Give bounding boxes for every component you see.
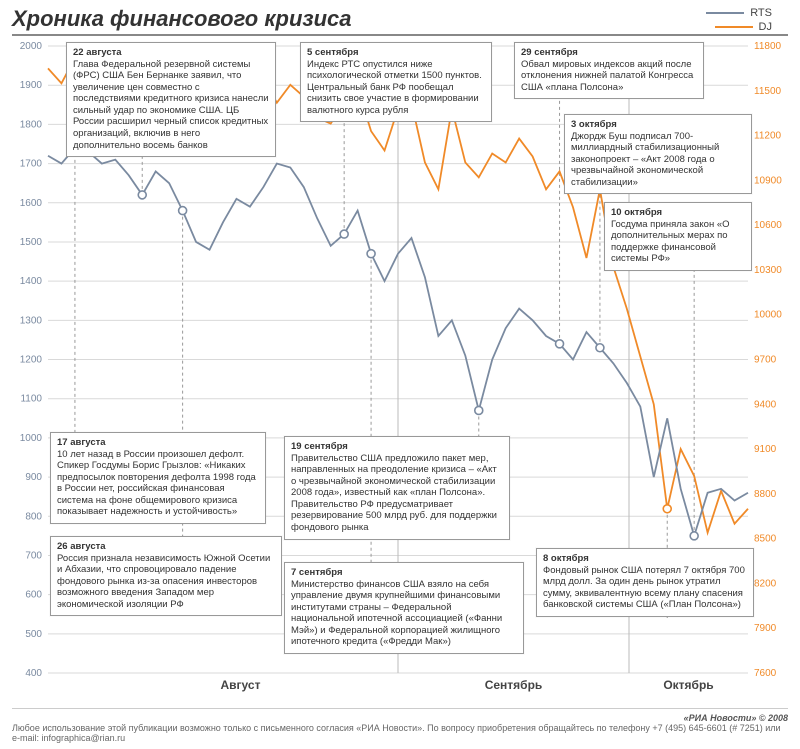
svg-text:1100: 1100 (20, 394, 42, 405)
legend-item: RTS (706, 6, 772, 20)
callout-s2: 7 сентябряМинистерство финансов США взял… (284, 562, 524, 654)
svg-text:8500: 8500 (754, 534, 777, 545)
callout-text: Министерство финансов США взяло на себя … (291, 579, 502, 648)
callout-o2: 8 октябряФондовый рынок США потерял 7 ок… (536, 548, 754, 617)
footer-line: Любое использование этой публикации возм… (12, 723, 788, 743)
svg-text:Август: Август (221, 678, 261, 692)
callout-text: Индекс РТС опустился ниже психологическо… (307, 59, 482, 116)
callout-date: 17 августа (57, 437, 106, 448)
svg-text:11800: 11800 (754, 42, 782, 52)
svg-text:Октябрь: Октябрь (663, 678, 713, 692)
svg-text:800: 800 (25, 511, 42, 522)
chart-area: 400 500 600 700 800 900 1000 1100 1200 1300 1400 15… (12, 42, 788, 695)
svg-text:1700: 1700 (20, 159, 43, 170)
callout-date: 10 октября (611, 207, 662, 218)
legend-label: RTS (750, 7, 772, 19)
svg-text:1200: 1200 (20, 355, 43, 366)
svg-text:1800: 1800 (20, 119, 43, 130)
callout-s4: 29 сентябряОбвал мировых индексов акций … (514, 42, 704, 99)
svg-text:10600: 10600 (754, 220, 782, 231)
svg-text:2000: 2000 (20, 42, 43, 52)
svg-text:10900: 10900 (754, 175, 782, 186)
svg-text:700: 700 (25, 550, 42, 561)
svg-text:7600: 7600 (754, 668, 777, 679)
legend-item: DJ (706, 20, 772, 34)
callout-text: 10 лет назад в России произошел дефолт. … (57, 449, 256, 518)
svg-text:8200: 8200 (754, 578, 777, 589)
callout-text: Обвал мировых индексов акций после откло… (521, 59, 693, 93)
svg-text:Сентябрь: Сентябрь (485, 678, 543, 692)
legend-label: DJ (759, 21, 772, 33)
callout-a1: 17 августа10 лет назад в России произоше… (50, 432, 266, 524)
svg-text:500: 500 (25, 629, 42, 640)
svg-text:1500: 1500 (20, 237, 43, 248)
callout-date: 26 августа (57, 541, 106, 552)
callout-date: 19 сентября (291, 441, 348, 452)
svg-text:10000: 10000 (754, 310, 782, 321)
svg-text:400: 400 (25, 668, 42, 679)
infographic-frame: Хроника финансового кризиса RTS DJ 400 500… (0, 0, 800, 749)
callout-o3: 10 октябряГосдума приняла закон «О допол… (604, 202, 752, 271)
svg-text:8800: 8800 (754, 489, 777, 500)
callout-a2: 22 августаГлава Федеральной резервной си… (66, 42, 276, 157)
copyright: «РИА Новости» © 2008 (12, 713, 788, 723)
svg-text:1400: 1400 (20, 276, 43, 287)
callout-date: 3 октября (571, 119, 617, 130)
svg-text:1300: 1300 (20, 315, 43, 326)
callout-a3: 26 августаРоссия признала независимость … (50, 536, 282, 616)
title-underline (12, 34, 788, 36)
callout-s3: 19 сентябряПравительство США предложило … (284, 436, 510, 540)
legend-swatch (715, 26, 753, 28)
svg-text:10300: 10300 (754, 265, 782, 276)
svg-text:1900: 1900 (20, 80, 43, 91)
svg-text:9700: 9700 (754, 355, 777, 366)
page-title: Хроника финансового кризиса (12, 6, 352, 32)
svg-text:1000: 1000 (20, 433, 43, 444)
callout-text: Госдума приняла закон «О дополнительных … (611, 219, 730, 265)
legend: RTS DJ (706, 6, 772, 34)
callout-date: 29 сентября (521, 47, 578, 58)
callout-text: Россия признала независимость Южной Осет… (57, 553, 270, 610)
svg-text:9100: 9100 (754, 444, 777, 455)
callout-text: Правительство США предложило пакет мер, … (291, 453, 497, 533)
svg-text:900: 900 (25, 472, 42, 483)
svg-text:11500: 11500 (754, 86, 782, 97)
svg-text:9400: 9400 (754, 399, 777, 410)
callout-date: 7 сентября (291, 567, 343, 578)
svg-text:7900: 7900 (754, 623, 777, 634)
callout-date: 5 сентября (307, 47, 359, 58)
callout-o1: 3 октябряДжордж Буш подписал 700-миллиар… (564, 114, 752, 194)
svg-text:11200: 11200 (754, 131, 782, 142)
callout-s1: 5 сентябряИндекс РТС опустился ниже псих… (300, 42, 492, 122)
svg-text:1600: 1600 (20, 198, 43, 209)
callout-text: Глава Федеральной резервной системы (ФРС… (73, 59, 269, 151)
footer: «РИА Новости» © 2008 Любое использование… (12, 708, 788, 743)
legend-swatch (706, 12, 744, 14)
callout-text: Фондовый рынок США потерял 7 октября 700… (543, 565, 745, 611)
callout-text: Джордж Буш подписал 700-миллиардный стаб… (571, 131, 719, 188)
svg-text:600: 600 (25, 590, 42, 601)
callout-date: 8 октября (543, 553, 589, 564)
callout-date: 22 августа (73, 47, 122, 58)
